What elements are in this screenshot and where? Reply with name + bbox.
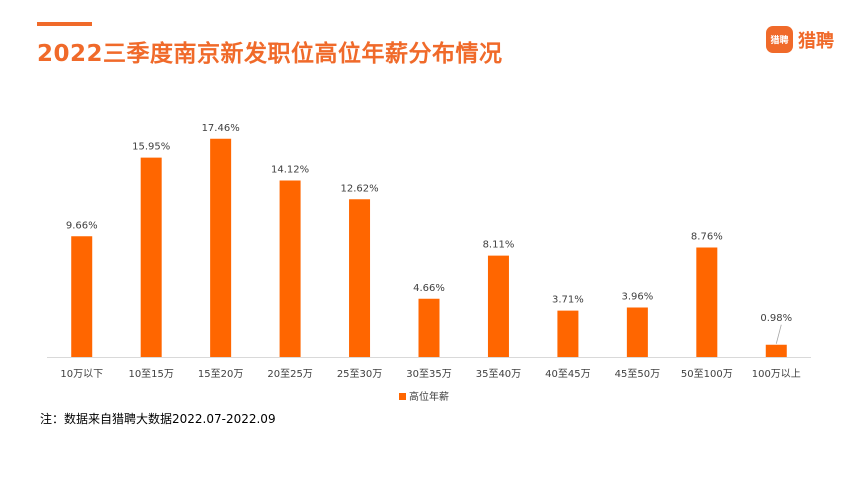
x-tick-label-9: 50至100万 — [681, 368, 733, 380]
bar-5 — [418, 298, 440, 357]
bar-3 — [279, 180, 301, 357]
data-label-7: 3.71% — [552, 295, 584, 306]
bar-8 — [626, 307, 648, 357]
data-label-9: 8.76% — [691, 232, 723, 243]
data-label-0: 9.66% — [66, 220, 98, 231]
data-label-4: 12.62% — [340, 183, 378, 194]
x-tick-label-5: 30至35万 — [406, 368, 451, 380]
data-label-3: 14.12% — [271, 165, 309, 176]
footnote: 注：数据来自猎聘大数据2022.07-2022.09 — [40, 412, 276, 426]
title-accent-bar — [37, 22, 92, 26]
x-tick-label-7: 40至45万 — [545, 368, 590, 380]
data-label-leader-10 — [775, 324, 782, 344]
bar-6 — [487, 255, 509, 357]
bar-7 — [557, 310, 579, 357]
data-label-10: 0.98% — [760, 313, 792, 324]
legend-label: 高位年薪 — [409, 390, 449, 403]
page-title: 2022三季度南京新发职位高位年薪分布情况 — [37, 41, 503, 67]
logo-text: 猎聘 — [798, 30, 834, 52]
x-tick-label-3: 20至25万 — [267, 368, 312, 380]
x-tick-label-10: 100万以上 — [752, 368, 801, 380]
x-tick-label-8: 45至50万 — [615, 368, 660, 380]
bar-0 — [71, 236, 93, 357]
bar-1 — [140, 157, 162, 357]
x-tick-label-4: 25至30万 — [337, 368, 382, 380]
x-tick-label-1: 10至15万 — [128, 368, 173, 380]
data-label-8: 3.96% — [621, 292, 653, 303]
x-tick-label-2: 15至20万 — [198, 368, 243, 380]
bar-9 — [696, 247, 718, 357]
data-label-5: 4.66% — [413, 283, 445, 294]
brand-logo: 猎聘 猎聘 — [766, 26, 834, 53]
x-tick-label-0: 10万以下 — [60, 369, 103, 380]
bar-10 — [765, 344, 787, 357]
legend-swatch — [399, 393, 406, 400]
bar-4 — [349, 199, 371, 357]
data-label-1: 15.95% — [132, 142, 170, 153]
bar-2 — [210, 138, 232, 357]
data-label-6: 8.11% — [483, 240, 515, 251]
data-label-2: 17.46% — [202, 123, 240, 134]
logo-icon: 猎聘 — [766, 26, 793, 53]
x-tick-label-6: 35至40万 — [476, 368, 521, 380]
